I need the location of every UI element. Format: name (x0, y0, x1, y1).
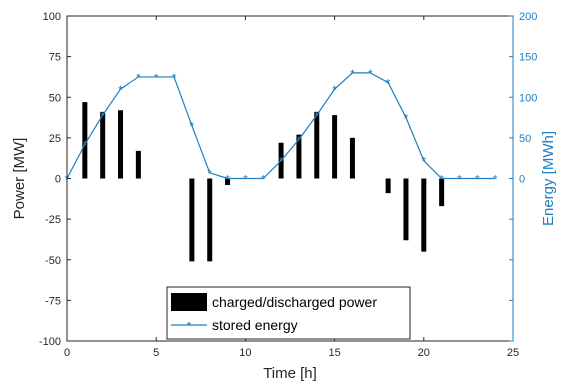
line-point: * (207, 167, 212, 181)
bar (421, 178, 427, 252)
y-left-tick-label: 75 (49, 52, 61, 64)
y-right-tick-label: 50 (519, 133, 531, 145)
y-axis-left-title: Power [MW] (11, 138, 28, 220)
line-point: * (154, 71, 159, 85)
y-right-tick-label: 200 (519, 11, 537, 23)
x-tick-label: 25 (507, 347, 519, 359)
bar (100, 111, 106, 179)
y-left-tick-label: 50 (49, 92, 61, 104)
line-point: * (243, 173, 248, 187)
y-left-tick-label: 25 (49, 133, 61, 145)
bar (314, 111, 320, 179)
y-left-tick-label: 0 (55, 174, 61, 186)
legend-bar-swatch (171, 293, 207, 311)
y-right-tick-label: 150 (519, 52, 537, 64)
bar (439, 178, 445, 207)
y-left-tick-label: -50 (45, 255, 61, 267)
y-right-tick-label: 100 (519, 92, 537, 104)
x-axis-title: Time [h] (263, 365, 317, 382)
y-left-tick-label: -100 (39, 336, 61, 348)
line-point: * (297, 134, 302, 148)
legend-star-marker: * (187, 319, 192, 333)
legend-label-power: charged/discharged power (212, 294, 377, 310)
bar (296, 134, 302, 179)
stored-energy-line (66, 72, 496, 180)
line-point: * (100, 109, 105, 123)
line-point: * (493, 173, 498, 187)
line-point: * (421, 155, 426, 169)
x-tick-label: 5 (153, 347, 159, 359)
y-axis-left: -100 -75 -50 -25 0 25 50 75 100 (39, 11, 71, 348)
bar (385, 178, 391, 194)
x-tick-label: 15 (328, 347, 340, 359)
line-point: * (190, 120, 195, 134)
line-point: * (279, 155, 284, 169)
y-left-tick-label: 100 (43, 11, 61, 23)
bar (349, 137, 355, 179)
x-tick-label: 20 (418, 347, 430, 359)
y-axis-right-title: Energy [MWh] (540, 131, 557, 226)
line-point: * (225, 173, 230, 187)
y-axis-right: 0 50 100 150 200 (509, 11, 537, 342)
legend-label-energy: stored energy (212, 317, 298, 333)
line-point: * (350, 67, 355, 81)
line-point: * (118, 83, 123, 97)
line-point: * (475, 173, 480, 187)
line-point: * (172, 71, 177, 85)
y-left-tick-label: -25 (45, 214, 61, 226)
bar (332, 115, 338, 179)
line-point: * (368, 67, 373, 81)
line-point: * (83, 138, 88, 152)
bar (403, 178, 409, 241)
bar (225, 178, 231, 185)
x-tick-label: 10 (239, 347, 251, 359)
y-left-tick-label: -75 (45, 295, 61, 307)
bar (207, 178, 213, 262)
line-point: * (136, 71, 141, 85)
x-tick-label: 0 (64, 347, 70, 359)
y-right-tick-label: 0 (519, 174, 525, 186)
line-series: ***** * *** * * ****** ***** * * * (65, 67, 498, 187)
line-point: * (457, 173, 462, 187)
legend: * charged/discharged power stored energy (166, 286, 411, 340)
bar (135, 150, 141, 179)
line-point: * (404, 112, 409, 126)
line-point: * (332, 83, 337, 97)
bar (82, 102, 88, 179)
line-point: * (386, 77, 391, 91)
line-point: * (314, 109, 319, 123)
line-point: * (439, 173, 444, 187)
line-point: * (261, 173, 266, 187)
x-axis: 0 5 10 15 20 25 (64, 16, 519, 359)
bar (189, 178, 195, 262)
bar (118, 110, 124, 179)
legend-box (166, 286, 411, 340)
